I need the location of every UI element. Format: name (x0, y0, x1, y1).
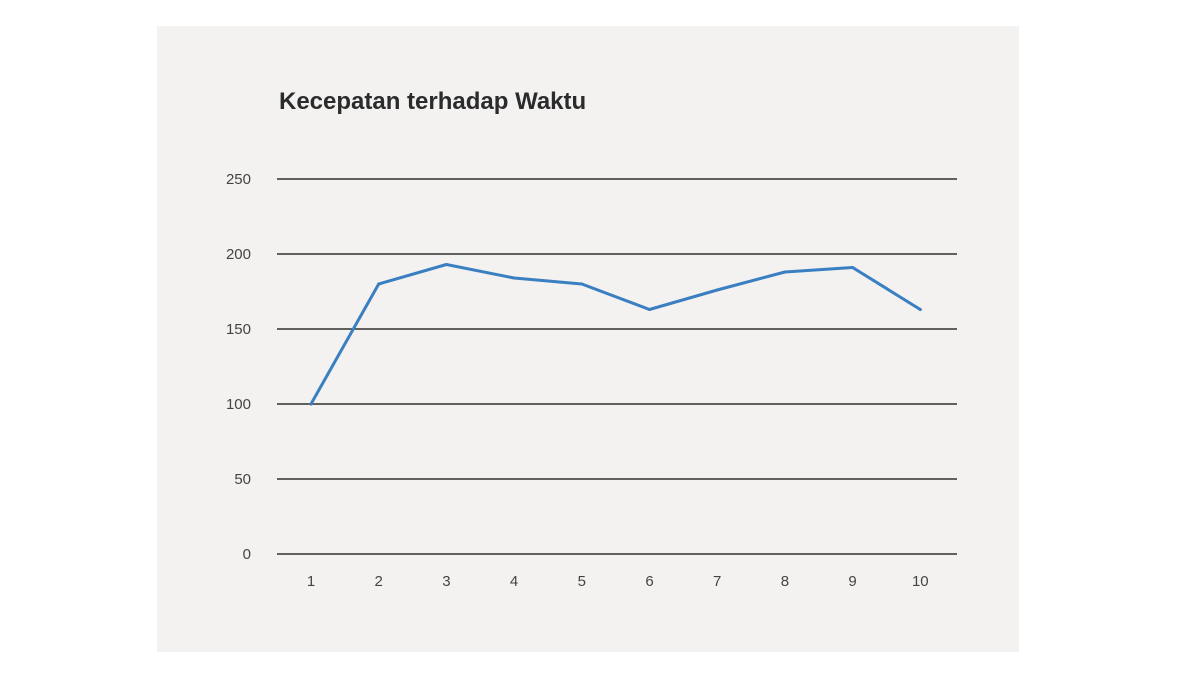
y-tick-label: 0 (243, 546, 251, 563)
x-tick-label: 10 (912, 573, 929, 590)
data-point (851, 266, 855, 269)
x-tick-label: 4 (510, 573, 518, 590)
data-point (580, 282, 584, 286)
chart-panel: Kecepatan terhadap Waktu 0 50 100 150 200 250… (157, 26, 1019, 652)
data-point (715, 288, 719, 292)
data-point (444, 263, 448, 266)
data-point (918, 308, 922, 311)
x-tick-label: 8 (781, 573, 789, 590)
x-tick-label: 3 (442, 573, 450, 590)
data-point (648, 308, 651, 311)
data-point (512, 276, 516, 280)
x-tick-label: 6 (645, 573, 653, 590)
x-tick-label: 5 (578, 573, 586, 590)
data-point (377, 282, 381, 286)
x-tick-label: 7 (713, 573, 721, 590)
x-tick-label: 9 (848, 573, 856, 590)
series-line (309, 263, 922, 406)
data-point (783, 270, 787, 274)
x-tick-label: 2 (375, 573, 383, 590)
x-tick-label: 1 (307, 573, 315, 590)
line-chart: 0 50 100 150 200 250 1 2 3 4 5 6 7 8 9 10 (226, 171, 957, 590)
chart-title: Kecepatan terhadap Waktu (279, 88, 587, 115)
y-tick-label: 100 (226, 396, 251, 413)
data-point (309, 402, 313, 406)
y-tick-label: 150 (226, 321, 251, 338)
y-tick-label: 250 (226, 171, 251, 188)
y-tick-label: 50 (234, 471, 251, 488)
y-tick-label: 200 (226, 246, 251, 263)
